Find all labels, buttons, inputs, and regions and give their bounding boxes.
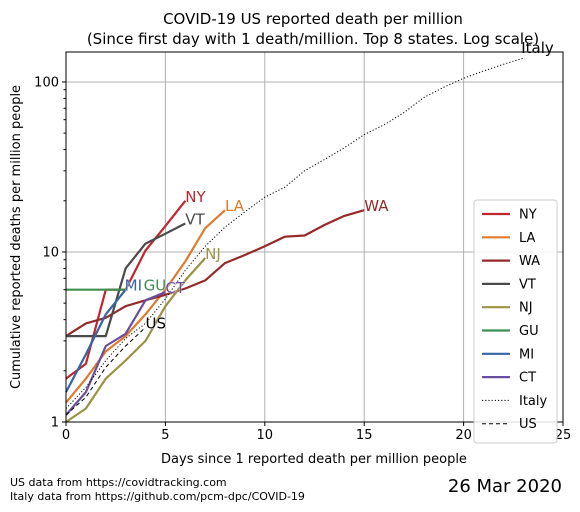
x-tick-label: 25 bbox=[555, 428, 572, 443]
legend-label-wa: WA bbox=[519, 254, 540, 269]
series-line-wa bbox=[65, 209, 365, 338]
end-label-gu: GU bbox=[144, 277, 167, 295]
series-line-la bbox=[65, 209, 226, 404]
legend-label-ct: CT bbox=[519, 371, 536, 386]
x-tick-label: 15 bbox=[356, 428, 373, 443]
series-lines bbox=[65, 57, 524, 423]
end-label-la: LA bbox=[225, 197, 245, 215]
x-tick-label: 10 bbox=[257, 428, 274, 443]
series-line-nj bbox=[65, 257, 207, 423]
chart-subtitle: (Since first day with 1 death/million. T… bbox=[87, 30, 539, 48]
end-label-nj: NJ bbox=[205, 245, 221, 263]
x-tick-label: 20 bbox=[455, 428, 472, 443]
x-tick-label: 5 bbox=[161, 428, 169, 443]
legend-label-ny: NY bbox=[519, 208, 537, 223]
legend-label-italy: Italy bbox=[519, 394, 548, 409]
x-axis-label: Days since 1 reported death per million … bbox=[161, 452, 467, 467]
axis-ticks: 0 5 10 15 20 25 1 10 100 bbox=[34, 75, 571, 443]
y-axis-label: Cumulative reported deaths per million p… bbox=[9, 85, 24, 389]
series-line-italy bbox=[65, 57, 524, 409]
y-tick-label: 100 bbox=[34, 75, 59, 90]
legend-label-vt: VT bbox=[519, 277, 536, 292]
legend-label-nj: NJ bbox=[519, 301, 533, 316]
chart-title: COVID-19 US reported death per million bbox=[163, 10, 463, 28]
end-label-italy: Italy bbox=[521, 39, 554, 57]
x-tick-label: 0 bbox=[62, 428, 70, 443]
source-italy: Italy data from https://github.com/pcm-d… bbox=[10, 490, 305, 503]
legend-label-us: US bbox=[519, 417, 537, 432]
legend-label-la: LA bbox=[519, 231, 536, 246]
plot-frame bbox=[65, 51, 564, 423]
end-label-us: US bbox=[146, 314, 167, 332]
series-line-vt bbox=[66, 222, 186, 338]
series-line-ct bbox=[65, 291, 166, 416]
end-label-ny: NY bbox=[185, 188, 206, 206]
end-label-mi: MI bbox=[125, 277, 142, 295]
end-label-vt: VT bbox=[185, 211, 205, 229]
legend-label-gu: GU bbox=[519, 324, 539, 339]
legend-label-mi: MI bbox=[519, 347, 534, 362]
series-line-us bbox=[65, 327, 146, 416]
source-us: US data from https://covidtracking.com bbox=[10, 476, 227, 489]
y-tick-label: 10 bbox=[42, 245, 59, 260]
series-line-mi bbox=[65, 289, 127, 393]
legend: NY LA WA VT NJ GU MI CT Italy US bbox=[473, 199, 558, 444]
y-tick-label: 1 bbox=[51, 416, 59, 431]
date-stamp: 26 Mar 2020 bbox=[447, 476, 562, 497]
end-label-ct: CT bbox=[165, 279, 185, 297]
end-label-wa: WA bbox=[364, 197, 389, 215]
